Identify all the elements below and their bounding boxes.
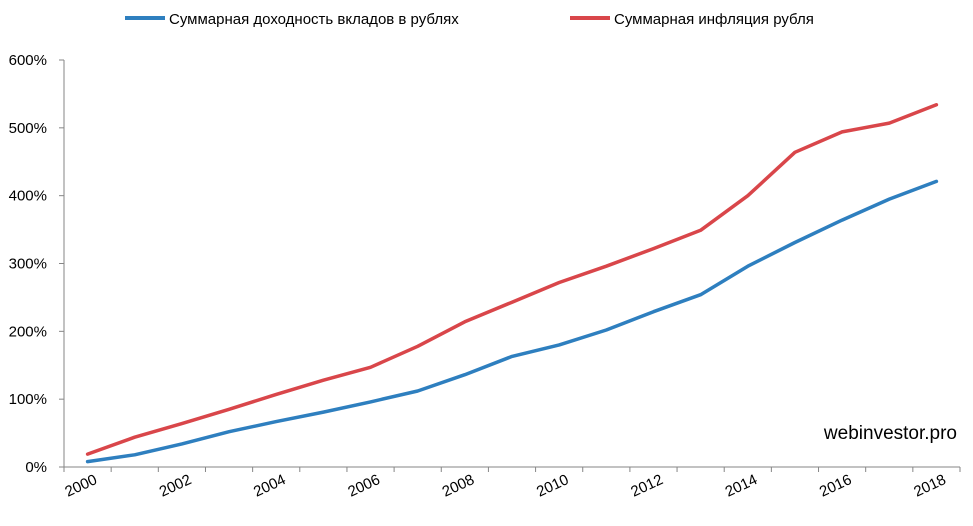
y-tick-label: 300% [9, 256, 47, 273]
y-tick-label: 600% [9, 52, 47, 69]
y-tick-label: 100% [9, 391, 47, 408]
x-tick-label: 2006 [345, 471, 382, 501]
x-tick-label: 2018 [911, 471, 948, 501]
legend-label-inflation: Суммарная инфляция рубля [614, 11, 814, 28]
x-tick-label: 2016 [817, 471, 854, 501]
x-tick-label: 2002 [157, 471, 194, 501]
series-line-deposits [85, 179, 939, 464]
axes [63, 60, 960, 468]
series-line-inflation [85, 103, 939, 456]
watermark-text: webinvestor.pro [823, 423, 957, 444]
x-ticks: 2000 2002 2004 2006 2008 2010 2012 2014 2016 2018 [62, 467, 961, 501]
y-ticks: 0% 100% 200% 300% 400% 500% 600% [9, 52, 64, 476]
y-tick-label: 400% [9, 188, 47, 205]
legend: Суммарная доходность вкладов в рублях Су… [125, 11, 814, 28]
x-tick-label: 2010 [534, 471, 571, 501]
x-tick-label: 2012 [628, 471, 665, 501]
x-tick-label: 2004 [251, 471, 288, 501]
y-tick-label: 500% [9, 120, 47, 137]
y-tick-label: 0% [25, 459, 47, 476]
y-tick-label: 200% [9, 323, 47, 340]
legend-label-deposits: Суммарная доходность вкладов в рублях [169, 11, 459, 28]
x-tick-label: 2008 [440, 471, 477, 501]
x-tick-label: 2000 [62, 471, 99, 501]
x-tick-label: 2014 [723, 471, 760, 501]
series-lines [85, 103, 939, 464]
